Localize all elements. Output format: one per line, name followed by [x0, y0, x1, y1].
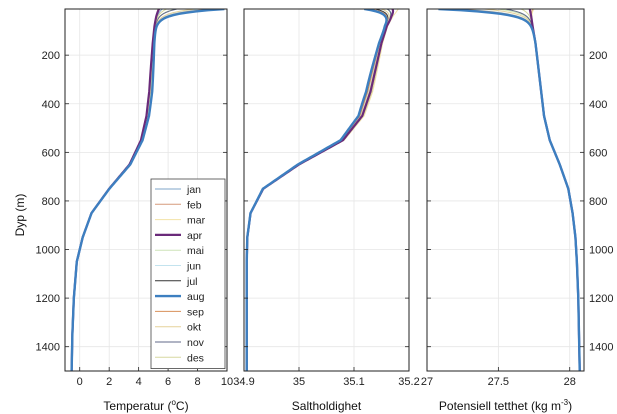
series-line-feb — [246, 9, 394, 371]
x-tick-label: 27 — [421, 376, 433, 388]
series-line-mar — [531, 9, 581, 371]
legend-label: feb — [187, 199, 202, 211]
legend-label: apr — [187, 230, 203, 242]
y-tick-label: 1400 — [589, 342, 613, 354]
legend-item-feb: feb — [155, 199, 202, 211]
y-tick-label: 600 — [42, 147, 60, 159]
x-tick-label: 27.5 — [488, 376, 509, 388]
legend: jan feb mar apr mai jun jul aug sep okt nov des — [150, 178, 226, 370]
x-tick-label: 35.1 — [343, 376, 364, 388]
panel-1: 0 2 4 6 8 10 200 400 600 800 1000 1200 1400 Temperatu… — [36, 8, 233, 413]
x-tick-label: 6 — [165, 376, 171, 388]
series-line-feb — [71, 9, 160, 371]
series-line-des — [520, 9, 581, 371]
legend-item-des: des — [155, 352, 204, 364]
series-line-apr — [245, 9, 395, 371]
legend-label: nov — [187, 337, 205, 349]
series-line-jan — [246, 9, 392, 371]
series-group — [70, 9, 225, 371]
legend-item-mar: mar — [155, 215, 206, 227]
axes-frame — [64, 8, 228, 372]
series-line-jul — [444, 9, 581, 371]
series-line-mai — [246, 9, 391, 371]
x-axis-label: Saltholdighet — [292, 399, 362, 413]
legend-box — [150, 178, 226, 370]
series-line-des — [246, 9, 394, 371]
x-tick-label: 4 — [136, 376, 142, 388]
y-tick-label: 1000 — [36, 245, 60, 257]
y-tick-label: 1400 — [36, 342, 60, 354]
axes-frame — [243, 8, 410, 372]
legend-label: mar — [187, 215, 206, 227]
legend-label: jan — [186, 184, 201, 196]
axes-frame — [426, 8, 585, 372]
panel-2: 34.9 35 35.1 35.2 Saltholdighet — [233, 8, 420, 413]
series-line-jun — [462, 9, 581, 371]
legend-item-nov: nov — [155, 337, 205, 349]
x-tick-label: 8 — [194, 376, 200, 388]
legend-label: aug — [187, 291, 205, 303]
legend-item-jan: jan — [155, 184, 201, 196]
series-line-okt — [246, 9, 390, 371]
series-line-aug — [438, 9, 581, 371]
series-line-jan — [71, 9, 163, 371]
y-tick-label: 400 — [589, 99, 607, 111]
legend-item-jul: jul — [155, 276, 198, 288]
legend-item-jun: jun — [155, 261, 201, 273]
legend-item-okt: okt — [155, 322, 201, 334]
y-tick-label: 1200 — [589, 293, 613, 305]
legend-label: jun — [186, 261, 201, 273]
x-tick-label: 28 — [564, 376, 576, 388]
y-tick-label: 600 — [589, 147, 607, 159]
panel-3: 27 27.5 28 200 400 600 800 1000 1200 1400 Potensie… — [421, 8, 613, 413]
series-line-jul — [246, 9, 389, 371]
series-group — [438, 9, 581, 371]
y-tick-label: 200 — [42, 50, 60, 62]
series-group — [245, 9, 399, 371]
x-tick-label: 10 — [221, 376, 233, 388]
x-axis-label: Temperatur (oC) — [103, 398, 188, 413]
y-tick-label: 800 — [589, 196, 607, 208]
legend-label: mai — [187, 245, 204, 257]
x-tick-label: 35 — [293, 376, 305, 388]
y-tick-label: 800 — [42, 196, 60, 208]
legend-item-sep: sep — [155, 306, 204, 318]
series-line-sep — [455, 9, 581, 371]
series-line-apr — [70, 9, 161, 371]
x-tick-label: 0 — [77, 376, 83, 388]
x-axis-label: Potensiell tetthet (kg m-3) — [439, 398, 572, 413]
y-axis-label: Dyp (m) — [13, 194, 27, 237]
y-tick-label: 400 — [42, 99, 60, 111]
y-tick-label: 200 — [589, 50, 607, 62]
series-line-nov — [246, 9, 392, 371]
x-tick-label: 2 — [106, 376, 112, 388]
legend-label: des — [187, 352, 204, 364]
series-line-aug — [70, 9, 225, 371]
x-tick-label: 35.2 — [398, 376, 419, 388]
series-line-aug — [245, 9, 388, 371]
legend-label: sep — [187, 306, 204, 318]
legend-item-aug: aug — [155, 291, 205, 303]
legend-label: jul — [186, 276, 198, 288]
series-line-sep — [246, 9, 388, 371]
legend-item-mai: mai — [155, 245, 204, 257]
series-line-jun — [246, 9, 390, 371]
legend-label: okt — [187, 322, 201, 334]
y-tick-label: 1000 — [589, 245, 613, 257]
series-line-mar — [71, 9, 159, 371]
x-tick-label: 34.9 — [233, 376, 254, 388]
legend-item-apr: apr — [155, 230, 203, 242]
y-tick-label: 1200 — [36, 293, 60, 305]
